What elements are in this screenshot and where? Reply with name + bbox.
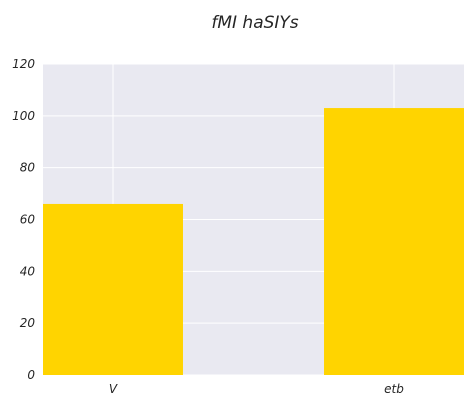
y-tick-label-2: 40 (20, 264, 36, 278)
x-tick-label-1: etb (384, 382, 404, 396)
y-tick-label-3: 60 (20, 213, 36, 227)
y-tick-label-4: 80 (20, 161, 36, 175)
bar-etb (324, 108, 464, 375)
bar-V (43, 203, 183, 375)
y-tick-label-5: 100 (12, 109, 35, 123)
bars (43, 108, 464, 375)
y-tick-label-1: 20 (20, 316, 36, 330)
y-tick-label-0: 0 (27, 368, 35, 382)
chart-title: fMI haSIYs (211, 13, 298, 33)
y-axis-ticks: 0 20 40 60 80 100 120 (12, 57, 35, 382)
y-tick-label-6: 120 (12, 57, 35, 71)
x-tick-label-0: V (109, 382, 118, 396)
